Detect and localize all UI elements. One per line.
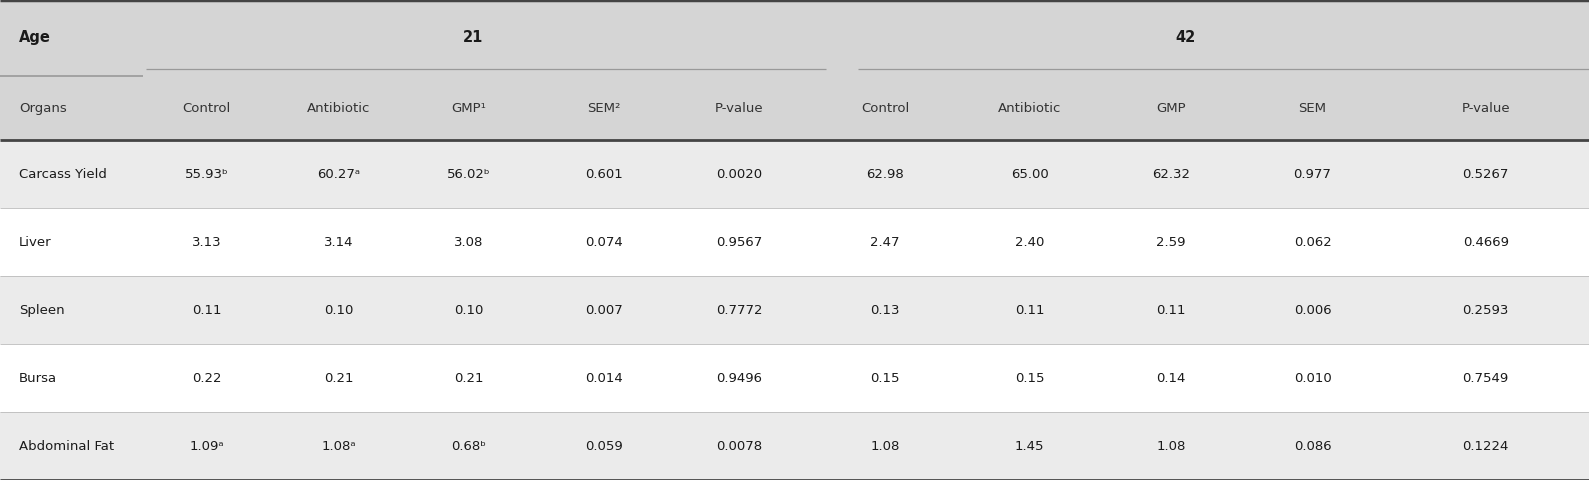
Text: 0.006: 0.006	[1293, 303, 1332, 317]
Text: 60.27ᵃ: 60.27ᵃ	[316, 168, 361, 180]
Text: Age: Age	[19, 30, 51, 46]
Text: 55.93ᵇ: 55.93ᵇ	[184, 168, 229, 180]
Text: 0.014: 0.014	[585, 372, 623, 384]
Text: Carcass Yield: Carcass Yield	[19, 168, 106, 180]
Bar	[0, 208, 1589, 276]
Text: 0.059: 0.059	[585, 440, 623, 453]
Text: 0.601: 0.601	[585, 168, 623, 180]
Text: SEM: SEM	[1298, 101, 1327, 115]
Text: 2.40: 2.40	[1015, 236, 1044, 249]
Text: 0.007: 0.007	[585, 303, 623, 317]
Text: 0.21: 0.21	[324, 372, 353, 384]
Text: 0.0078: 0.0078	[715, 440, 763, 453]
Text: 56.02ᵇ: 56.02ᵇ	[447, 168, 491, 180]
Text: 0.9567: 0.9567	[715, 236, 763, 249]
Text: 65.00: 65.00	[1011, 168, 1049, 180]
Text: 0.7549: 0.7549	[1462, 372, 1510, 384]
Text: 0.2593: 0.2593	[1462, 303, 1510, 317]
Text: 0.074: 0.074	[585, 236, 623, 249]
Text: 0.68ᵇ: 0.68ᵇ	[451, 440, 486, 453]
Text: 0.0020: 0.0020	[715, 168, 763, 180]
Text: Liver: Liver	[19, 236, 52, 249]
Bar	[0, 344, 1589, 412]
Text: 0.062: 0.062	[1293, 236, 1332, 249]
Text: 1.08ᵃ: 1.08ᵃ	[321, 440, 356, 453]
Text: 0.22: 0.22	[192, 372, 221, 384]
Text: 0.11: 0.11	[192, 303, 221, 317]
Text: 3.14: 3.14	[324, 236, 353, 249]
Text: 0.9496: 0.9496	[717, 372, 761, 384]
Text: 0.11: 0.11	[1015, 303, 1044, 317]
Text: 3.13: 3.13	[192, 236, 221, 249]
Text: P-value: P-value	[1462, 101, 1510, 115]
Text: 0.4669: 0.4669	[1463, 236, 1508, 249]
Text: GMP: GMP	[1157, 101, 1185, 115]
Text: 2.59: 2.59	[1157, 236, 1185, 249]
Text: 0.14: 0.14	[1157, 372, 1185, 384]
Text: Spleen: Spleen	[19, 303, 65, 317]
Bar	[0, 0, 1589, 76]
Text: Abdominal Fat: Abdominal Fat	[19, 440, 114, 453]
Text: 0.977: 0.977	[1293, 168, 1332, 180]
Bar	[0, 276, 1589, 344]
Text: 0.1224: 0.1224	[1462, 440, 1510, 453]
Text: Bursa: Bursa	[19, 372, 57, 384]
Text: P-value: P-value	[715, 101, 763, 115]
Bar	[0, 140, 1589, 208]
Text: 1.08: 1.08	[1157, 440, 1185, 453]
Text: 0.10: 0.10	[454, 303, 483, 317]
Text: 1.09ᵃ: 1.09ᵃ	[189, 440, 224, 453]
Text: GMP¹: GMP¹	[451, 101, 486, 115]
Text: 0.15: 0.15	[871, 372, 899, 384]
Bar	[0, 412, 1589, 480]
Text: 0.11: 0.11	[1157, 303, 1185, 317]
Text: 0.21: 0.21	[454, 372, 483, 384]
Text: 2.47: 2.47	[871, 236, 899, 249]
Text: 0.10: 0.10	[324, 303, 353, 317]
Text: 1.08: 1.08	[871, 440, 899, 453]
Text: Organs: Organs	[19, 101, 67, 115]
Text: 1.45: 1.45	[1015, 440, 1044, 453]
Text: 3.08: 3.08	[454, 236, 483, 249]
Text: 0.13: 0.13	[871, 303, 899, 317]
Text: 0.010: 0.010	[1293, 372, 1332, 384]
Text: 0.086: 0.086	[1293, 440, 1332, 453]
Text: Antibiotic: Antibiotic	[998, 101, 1061, 115]
Text: 42: 42	[1176, 30, 1195, 46]
Text: Antibiotic: Antibiotic	[307, 101, 370, 115]
Text: 21: 21	[462, 30, 483, 46]
Text: 0.15: 0.15	[1015, 372, 1044, 384]
Text: 62.32: 62.32	[1152, 168, 1190, 180]
Text: 62.98: 62.98	[866, 168, 904, 180]
Text: 0.5267: 0.5267	[1462, 168, 1510, 180]
Text: SEM²: SEM²	[586, 101, 621, 115]
Text: Control: Control	[861, 101, 909, 115]
Bar	[0, 76, 1589, 140]
Text: Control: Control	[183, 101, 230, 115]
Text: 0.7772: 0.7772	[715, 303, 763, 317]
